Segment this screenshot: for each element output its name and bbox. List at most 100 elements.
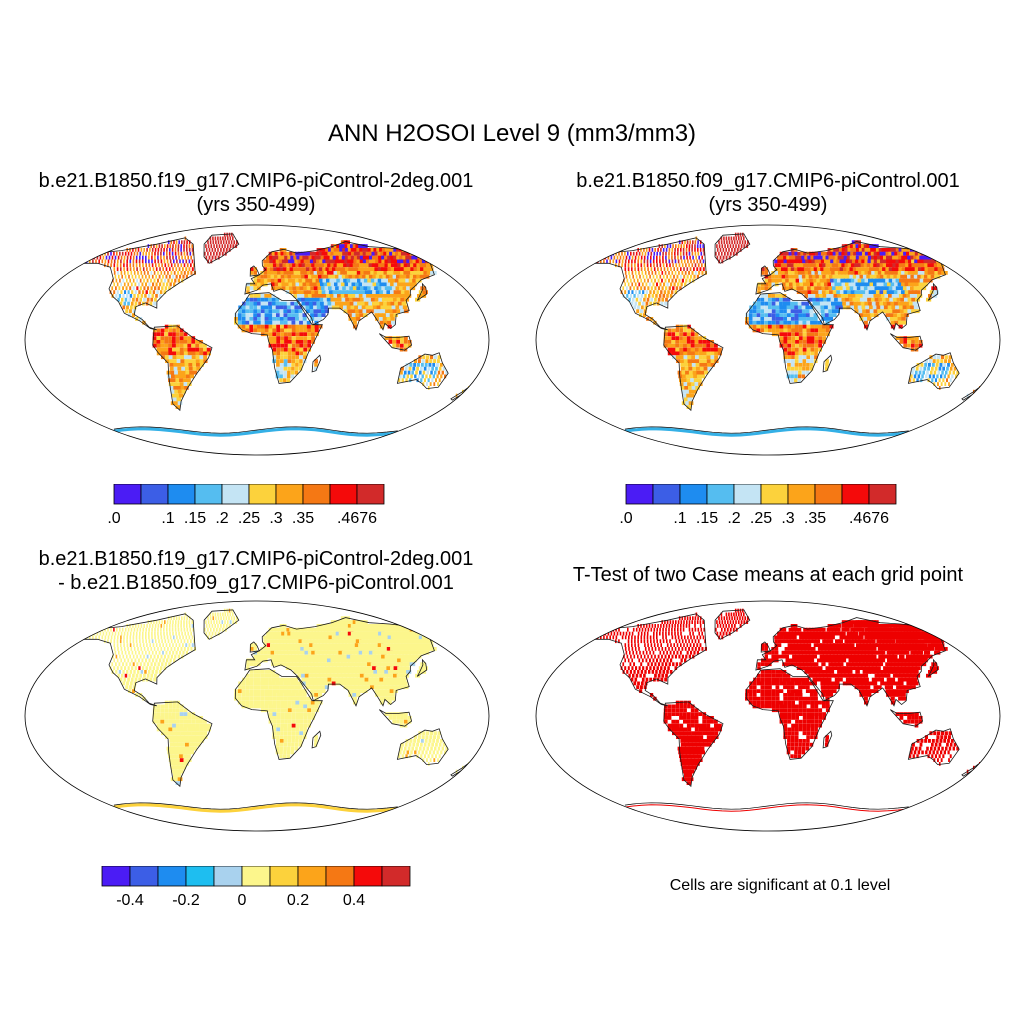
grid-cell (686, 378, 691, 383)
grid-cell (911, 370, 914, 375)
grid-cell (408, 366, 412, 371)
grid-cell (779, 320, 784, 325)
grid-cell (824, 366, 829, 371)
grid-cell (186, 251, 189, 256)
grid-cell (313, 647, 318, 651)
grid-cell (671, 347, 676, 352)
grid-cell (643, 248, 645, 252)
grid-cell (679, 332, 683, 337)
grid-cell (178, 240, 180, 245)
grid-cell (777, 255, 781, 260)
grid-cell (901, 290, 907, 294)
grid-cell (135, 263, 138, 268)
grid-cell (391, 654, 398, 659)
grid-cell (902, 305, 908, 310)
grid-cell (283, 320, 288, 325)
grid-cell (756, 313, 761, 317)
grid-cell (271, 662, 275, 667)
grid-cell (166, 282, 169, 287)
grid-cell (787, 267, 792, 271)
grid-cell (187, 355, 192, 360)
grid-cell (376, 271, 383, 275)
coastline-na (591, 237, 707, 331)
grid-cell (825, 274, 830, 279)
grid-cell (666, 274, 668, 279)
grid-cell (637, 263, 639, 268)
grid-cell (280, 274, 285, 279)
grid-cell (249, 294, 254, 298)
grid-cell (210, 259, 213, 264)
grid-cell (283, 305, 288, 310)
grid-cell (297, 294, 302, 298)
grid-cell (739, 240, 741, 245)
grid-cell (295, 320, 300, 325)
grid-cell (925, 374, 928, 379)
grid-cell (231, 232, 233, 237)
grid-cell (151, 248, 154, 252)
grid-cell (850, 305, 855, 310)
grid-cell (249, 324, 254, 329)
grid-cell (671, 248, 674, 252)
grid-cell (824, 259, 829, 264)
grid-cell (624, 282, 626, 287)
grid-cell (138, 635, 141, 640)
grid-cell (178, 374, 183, 379)
grid-cell (379, 658, 385, 663)
grid-cell (287, 351, 292, 356)
grid-cell (126, 263, 128, 268)
grid-cell (183, 347, 188, 352)
grid-cell (280, 359, 284, 363)
grid-cell (146, 278, 149, 283)
grid-cell (142, 320, 146, 325)
grid-cell (407, 343, 412, 348)
grid-cell (737, 244, 740, 248)
grid-cell (855, 255, 862, 260)
grid-cell (214, 631, 217, 636)
grid-cell (303, 355, 307, 360)
grid-cell (116, 639, 119, 644)
grid-cell (817, 282, 822, 287)
grid-cell (707, 366, 712, 371)
grid-cell (294, 681, 299, 686)
grid-cell (293, 294, 298, 298)
grid-cell (686, 274, 689, 279)
grid-cell (675, 355, 680, 360)
grid-cell (384, 662, 390, 667)
grid-cell (671, 251, 673, 256)
grid-cell (283, 689, 288, 693)
grid-cell (287, 324, 292, 329)
grid-cell (313, 681, 318, 686)
grid-cell (164, 639, 167, 644)
grid-cell (217, 616, 220, 621)
grid-cell (343, 309, 348, 314)
grid-cell (724, 251, 726, 256)
grid-cell (174, 263, 176, 268)
grid-cell (802, 355, 807, 360)
grid-cell (374, 267, 381, 271)
grid-cell (310, 271, 315, 275)
grid-cell (277, 274, 282, 279)
grid-cell (274, 278, 278, 283)
grid-cell (833, 267, 838, 271)
grid-cell (394, 301, 400, 306)
grid-cell (319, 635, 324, 640)
grid-cell (650, 267, 653, 271)
grid-cell (376, 305, 382, 310)
grid-cell (860, 301, 866, 306)
grid-cell (771, 324, 776, 329)
grid-cell (289, 643, 294, 647)
grid-cell (131, 650, 134, 655)
grid-cell (154, 635, 156, 640)
grid-cell (188, 643, 191, 647)
grid-cell (849, 301, 854, 306)
grid-cell (715, 251, 717, 256)
grid-cell (760, 294, 765, 298)
grid-cell (301, 251, 306, 256)
grid-cell (120, 647, 123, 651)
grid-cell (858, 294, 864, 298)
grid-cell (297, 650, 302, 655)
grid-cell (250, 643, 254, 647)
grid-cell (698, 255, 700, 260)
grid-cell (384, 654, 391, 659)
grid-cell (713, 343, 718, 348)
